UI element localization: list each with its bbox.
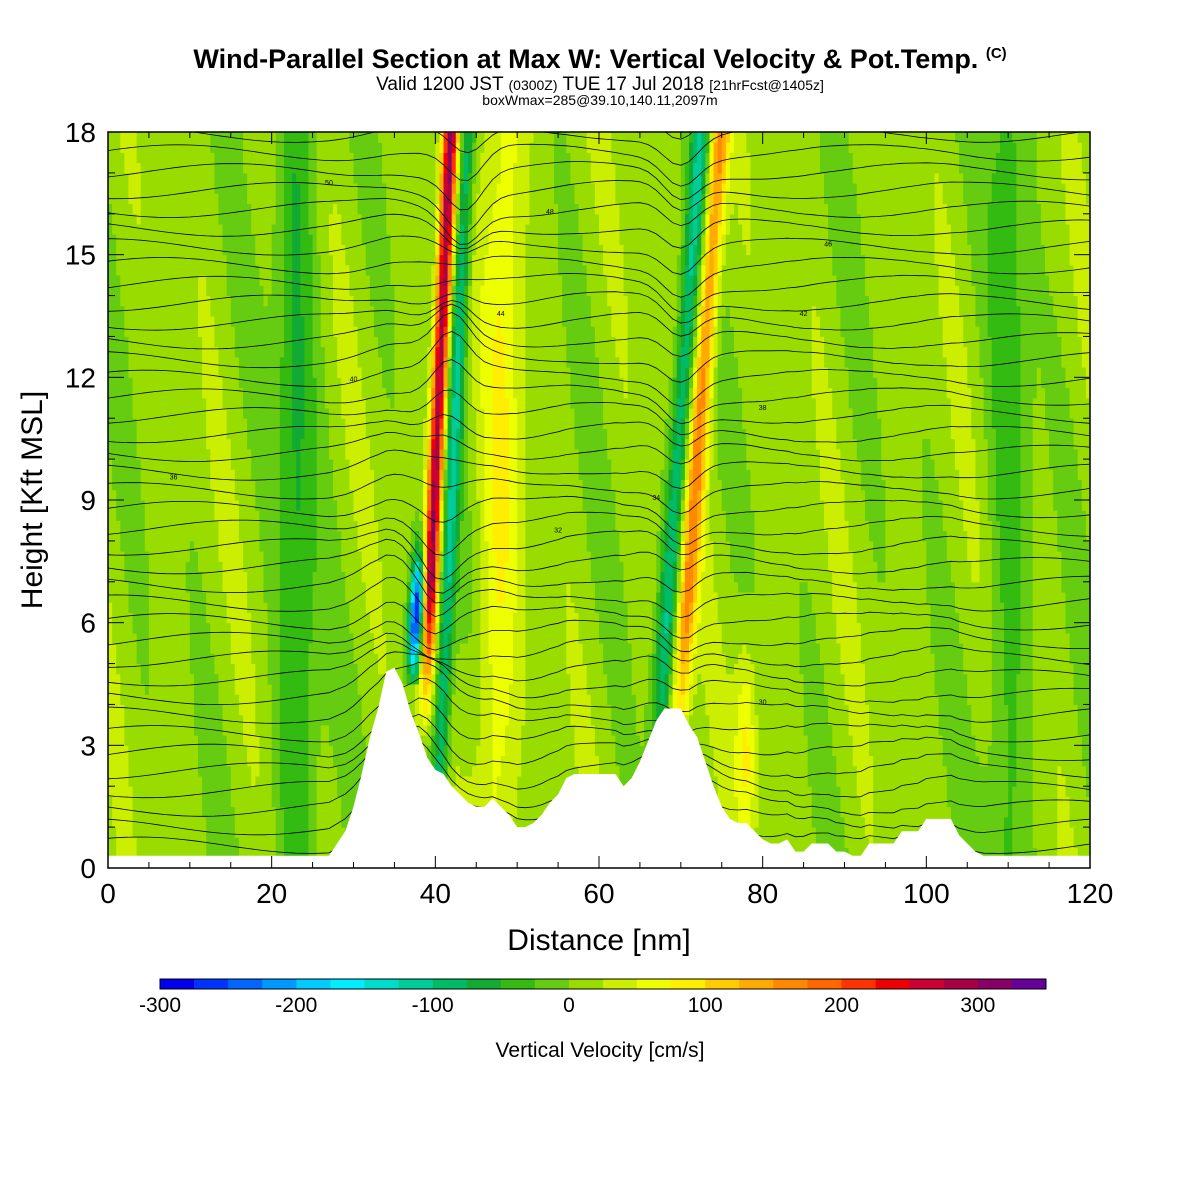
y-tick-label: 9 — [80, 485, 96, 516]
contour-label: 40 — [350, 376, 358, 383]
colorbar-swatch — [568, 979, 604, 989]
colorbar-swatch — [671, 979, 706, 989]
colorbar-swatch — [296, 979, 331, 989]
colorbar-swatch — [909, 979, 945, 989]
colorbar-label: Vertical Velocity [cm/s] — [496, 1039, 705, 1062]
contour-label: 50 — [325, 180, 333, 187]
valid-date: TUE 17 Jul 2018 — [562, 74, 704, 95]
contour-label: 44 — [497, 311, 505, 318]
contour-label: 38 — [759, 405, 767, 412]
colorbar-swatch — [466, 979, 502, 989]
contour-label: 36 — [170, 475, 178, 482]
colorbar-swatch — [841, 979, 876, 989]
colorbar-tick-label: 200 — [824, 994, 859, 1017]
colorbar-swatch — [637, 979, 672, 989]
x-tick-label: 100 — [903, 878, 950, 909]
contour-label: 32 — [554, 528, 562, 535]
colorbar-tick-label: -300 — [139, 994, 181, 1017]
contour-label: 30 — [759, 699, 767, 706]
colorbar-swatch — [262, 979, 297, 989]
x-tick-label: 0 — [100, 878, 116, 909]
copyright-mark: (C) — [985, 45, 1007, 62]
colorbar-swatch — [875, 979, 910, 989]
contour-label: 48 — [546, 209, 554, 216]
x-tick-label: 20 — [256, 878, 287, 909]
x-axis-label: Distance [nm] — [507, 924, 690, 957]
y-tick-label: 18 — [65, 117, 96, 148]
contour-label: 46 — [824, 241, 832, 248]
chart-title: Wind-Parallel Section at Max W: Vertical… — [0, 44, 1200, 75]
valid-time: Valid 1200 JST (0300Z) TUE 17 Jul 2018 [… — [0, 74, 1200, 96]
colorbar-swatch — [1011, 979, 1047, 989]
terrain-mask — [108, 667, 1090, 868]
colorbar-swatch — [807, 979, 842, 989]
colorbar-frame — [159, 978, 1047, 990]
colorbar-swatch — [398, 979, 433, 989]
x-tick-label: 120 — [1067, 878, 1114, 909]
x-tick-label: 80 — [747, 878, 778, 909]
colorbar-swatch — [228, 979, 263, 989]
valid-prefix: Valid 1200 JST — [376, 74, 504, 95]
colorbar-tick-label: 0 — [563, 994, 575, 1017]
colorbar-swatch — [364, 979, 399, 989]
title-main: Wind-Parallel Section at Max W: Vertical… — [193, 44, 979, 74]
y-tick-label: 6 — [80, 608, 96, 639]
x-tick-label: 60 — [583, 878, 614, 909]
y-tick-label: 0 — [80, 853, 96, 884]
colorbar-tick-label: 100 — [688, 994, 723, 1017]
colorbar-tick-label: -200 — [275, 994, 317, 1017]
colorbar: -300 -200 -100 0 100 200 300 Vertical Velocity … — [139, 978, 1047, 1062]
valid-z: (0300Z) — [508, 77, 558, 93]
y-axis-label: Height [Kft MSL] — [16, 391, 49, 609]
colorbar-swatch — [500, 979, 536, 989]
valid-fcst: [21hrFcst@1405z] — [709, 77, 824, 93]
colorbar-swatch — [739, 979, 774, 989]
colorbar-tick-label: 300 — [960, 994, 995, 1017]
colorbar-swatch — [160, 979, 195, 989]
colorbar-swatch — [603, 979, 638, 989]
colorbar-tick-label: -100 — [412, 994, 454, 1017]
colorbar-swatch — [194, 979, 229, 989]
y-tick-label: 3 — [80, 730, 96, 761]
colorbar-swatch — [330, 979, 365, 989]
contour-label: 34 — [652, 495, 660, 502]
box-wmax-info: boxWmax=285@39.10,140.11,2097m — [482, 92, 718, 108]
x-tick-label: 40 — [420, 878, 451, 909]
colorbar-swatch — [432, 979, 467, 989]
contour-label: 42 — [800, 311, 808, 318]
colorbar-swatch — [977, 979, 1013, 989]
colorbar-swatch — [943, 979, 979, 989]
colorbar-swatch — [705, 979, 740, 989]
colorbar-swatch — [534, 979, 570, 989]
colorbar-swatch — [773, 979, 808, 989]
y-tick-label: 15 — [65, 240, 96, 271]
y-tick-label: 12 — [65, 362, 96, 393]
